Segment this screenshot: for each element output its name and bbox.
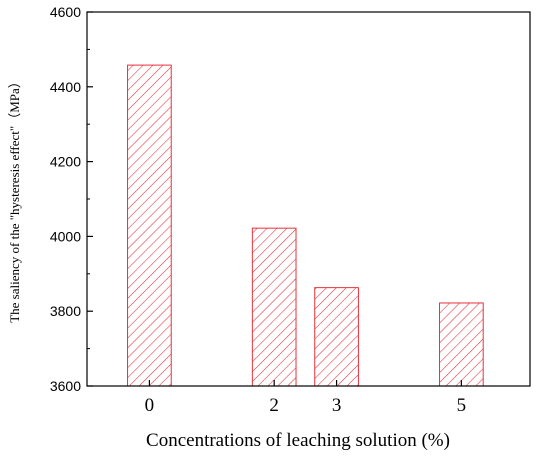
bar-3 xyxy=(314,287,359,387)
bar-0 xyxy=(127,64,172,387)
x-tick-label: 2 xyxy=(269,395,279,416)
axis-ticks: 3600 3800 4000 4200 4400 4600 0 2 3 5 xyxy=(50,4,466,416)
y-tick-label: 4200 xyxy=(50,154,81,170)
bars xyxy=(127,64,484,387)
y-tick-label: 3600 xyxy=(50,378,81,394)
x-tick-label: 3 xyxy=(332,395,342,416)
bar-5 xyxy=(439,302,484,387)
x-axis-title: Concentrations of leaching solution (%) xyxy=(146,430,450,451)
y-tick-label: 3800 xyxy=(50,303,81,319)
y-axis-title: The saliency of the "hysteresis effect"（… xyxy=(7,75,22,323)
y-tick-label: 4400 xyxy=(50,79,81,95)
y-tick-label: 4000 xyxy=(50,228,81,244)
x-tick-label: 5 xyxy=(457,395,467,416)
bar-2 xyxy=(251,227,297,387)
y-tick-label: 4600 xyxy=(50,4,81,20)
x-tick-label: 0 xyxy=(145,395,155,416)
